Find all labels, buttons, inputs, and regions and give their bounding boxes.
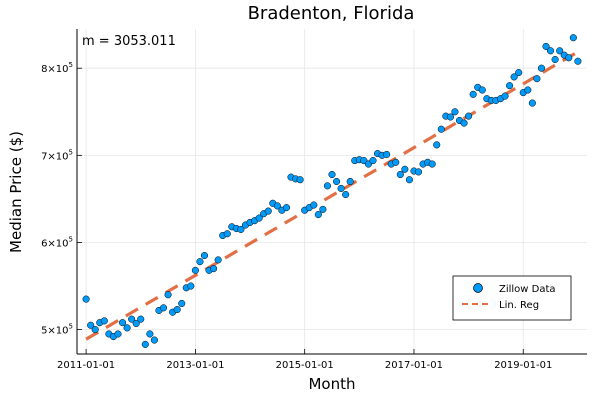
data-point [223,230,231,238]
x-axis-label: Month [308,375,355,393]
data-point [141,340,149,348]
chart-title: Bradenton, Florida [248,3,415,24]
data-point [515,69,523,77]
slope-annotation: m = 3053.011 [82,34,176,49]
legend-label-zillow: Zillow Data [499,284,556,295]
data-point [91,326,99,334]
x-tick-label: 2013-01-01 [166,360,224,371]
grid [77,29,587,354]
data-point [346,177,354,186]
data-point [383,150,391,159]
data-point [210,265,218,273]
x-tick-label: 2011-01-01 [57,360,115,371]
y-tick-label: 5×105 [41,323,73,337]
data-point [264,207,272,215]
data-point [542,42,550,50]
data-point [282,204,291,212]
data-point [255,214,263,222]
data-point [405,176,413,184]
data-point [296,176,304,184]
data-point [469,90,477,98]
data-point [428,160,436,168]
x-tick-label: 2015-01-01 [276,360,334,371]
data-point [537,64,546,72]
y-axis-label: Median Price ($) [7,131,25,253]
data-point [200,251,209,260]
data-point [478,86,486,94]
data-point [437,125,445,133]
data-point [100,317,108,325]
data-point [118,319,127,327]
legend-box [452,275,572,321]
data-point [465,112,473,120]
data-point [164,291,172,299]
data-point [337,184,345,193]
data-point [123,324,131,332]
data-point [87,321,95,329]
data-point [173,306,181,314]
data-point [196,258,204,266]
data-point [333,177,341,186]
data-point [178,299,186,308]
data-point [369,157,377,165]
legend-label-regression: Lin. Reg [499,300,539,311]
data-point [401,165,409,173]
data-point [547,47,555,55]
data-point [556,47,564,55]
data-point [501,92,509,100]
data-point [451,108,459,116]
data-point [159,304,168,312]
data-point [150,336,158,344]
data-point [187,282,195,290]
data-point [328,170,336,179]
data-point [446,113,454,121]
data-point [137,315,145,323]
y-axis-ticks: 5×105 6×105 7×105 8×105 [41,61,82,337]
x-tick-label: 2019-01-01 [494,360,552,371]
data-point [146,330,154,338]
data-points [82,34,582,348]
data-point [342,190,350,199]
x-axis-ticks: 2011-01-01 2013-01-01 2015-01-01 2017-01-01… [57,349,552,371]
legend-marker-zillow [473,283,483,293]
data-point [310,201,318,209]
data-point [214,256,222,264]
data-point [460,119,468,127]
x-tick-label: 2017-01-01 [385,360,443,371]
legend: Zillow Data Lin. Reg [452,275,572,321]
data-point [414,168,423,176]
data-point [273,202,281,210]
data-point [569,34,577,42]
data-point [528,99,536,107]
data-point [237,225,245,233]
data-point [433,141,441,149]
data-point [565,54,573,62]
plot-frame [76,29,587,355]
data-point [191,266,199,274]
data-point [506,82,514,90]
data-point [524,86,532,94]
data-point [533,75,541,83]
data-point [114,330,122,338]
data-point [510,73,518,81]
data-point [392,158,400,166]
data-point [551,55,559,64]
data-point [396,170,404,179]
data-point [319,205,327,213]
y-tick-label: 6×105 [41,235,73,249]
data-point [82,295,90,303]
data-point [128,315,136,323]
y-tick-label: 7×105 [41,148,73,162]
data-point [132,319,140,328]
data-point [323,182,331,190]
y-tick-label: 8×105 [41,61,73,75]
data-point [574,57,582,65]
data-point [314,211,322,219]
